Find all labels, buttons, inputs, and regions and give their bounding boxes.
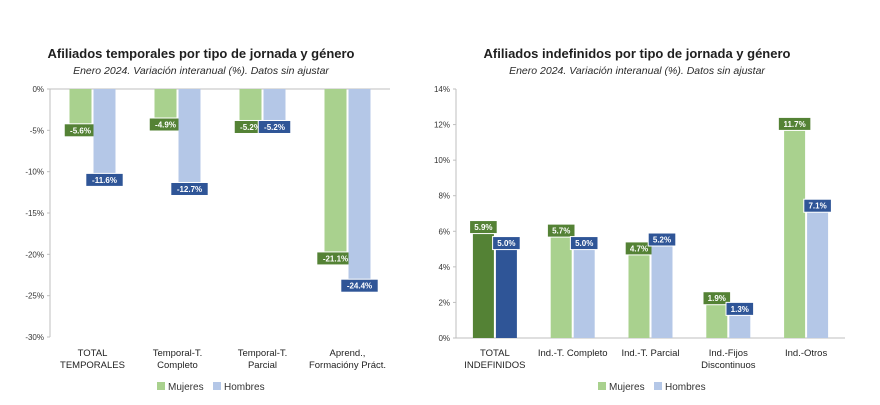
category-label: Formacióny Práct. (309, 360, 386, 371)
data-label-box (803, 198, 832, 213)
data-label-box (777, 116, 812, 131)
y-tick-label: 0% (32, 85, 44, 94)
data-label: 5.0% (497, 239, 515, 248)
bar-hombres (348, 89, 371, 291)
legend-label-hombres: Hombres (224, 382, 265, 393)
data-label: -4.9% (155, 121, 176, 130)
category-label: Parcial (248, 360, 277, 371)
data-label: -5.2% (264, 123, 285, 132)
category-label: TEMPORALES (60, 360, 125, 371)
x-axis-categories: TOTALTEMPORALESTemporal-T.CompletoTempor… (60, 348, 386, 371)
data-label: -11.6% (92, 176, 117, 185)
chart-indefinidos: Afiliados indefinidos por tipo de jornad… (434, 46, 845, 393)
category-label: Temporal-T. (238, 348, 288, 359)
category-label: INDEFINIDOS (464, 360, 525, 371)
y-axis: 0% 2% 4% 6% 8% 10% 12% 14% (434, 85, 845, 343)
chart-title: Afiliados indefinidos por tipo de jornad… (484, 46, 791, 61)
category-label: Discontinuos (701, 360, 756, 371)
data-label: 5.7% (552, 227, 570, 236)
y-tick-label: 6% (438, 227, 450, 236)
bar-mujeres (472, 233, 494, 338)
bar-mujeres (628, 254, 650, 338)
legend-label-mujeres: Mujeres (168, 382, 204, 393)
legend: Mujeres Hombres (598, 382, 706, 393)
category-label: Ind.-T. Completo (538, 348, 608, 359)
chart-subtitle: Enero 2024. Variación interanual (%). Da… (509, 65, 765, 77)
legend-swatch-hombres (654, 382, 662, 390)
bar-hombres (807, 211, 829, 338)
data-label: 1.9% (708, 294, 726, 303)
bar-hombres (573, 249, 595, 338)
data-label-box (702, 291, 732, 306)
data-label: 4.7% (630, 244, 648, 253)
legend-swatch-mujeres (157, 382, 165, 390)
data-label: -12.7% (177, 185, 202, 194)
data-label: -24.4% (347, 282, 372, 291)
category-label: Temporal-T. (153, 348, 203, 359)
bars: 5.9% 5.0% 5.7% 5.0% 4.7% 5.2% 1.9% 1.3% 11.7% 7.1… (469, 116, 832, 338)
data-label: 5.9% (474, 223, 492, 232)
category-label: Ind.-Otros (785, 348, 827, 359)
y-tick-label: 4% (438, 263, 450, 272)
bar-hombres (651, 245, 673, 338)
bar-hombres (93, 89, 116, 185)
chart-temporales: Afiliados temporales por tipo de jornada… (25, 46, 390, 393)
category-label: Aprend., (330, 348, 366, 359)
y-tick-label: 8% (438, 192, 450, 201)
data-label-box (492, 236, 521, 251)
y-tick-label: 2% (438, 298, 450, 307)
bars: -5.6% -11.6% -4.9% -12.7% -5.2% -5.2% -21.1% -2… (63, 89, 379, 293)
chart-title: Afiliados temporales por tipo de jornada… (48, 46, 355, 61)
chart-subtitle: Enero 2024. Variación interanual (%). Da… (73, 65, 329, 77)
data-label-box (569, 236, 599, 251)
bar-mujeres (706, 304, 728, 338)
legend-swatch-hombres (213, 382, 221, 390)
data-label: 1.3% (731, 305, 749, 314)
data-label: 5.2% (653, 236, 671, 245)
data-label-box (647, 232, 677, 247)
data-label: -21.1% (323, 254, 348, 263)
y-tick-label: -20% (25, 250, 44, 259)
data-label: -5.2% (240, 123, 261, 132)
category-label: TOTAL (480, 348, 510, 359)
bar-mujeres (324, 89, 347, 264)
category-label: TOTAL (78, 348, 108, 359)
y-tick-label: 12% (434, 121, 450, 130)
legend-label-mujeres: Mujeres (609, 382, 645, 393)
data-label-box (170, 181, 209, 196)
category-label: Completo (157, 360, 198, 371)
y-tick-label: 14% (434, 85, 450, 94)
y-tick-label: 10% (434, 156, 450, 165)
y-tick-label: 0% (438, 334, 450, 343)
y-tick-label: -10% (25, 168, 44, 177)
data-label-box (257, 119, 292, 134)
data-label: 5.0% (575, 239, 593, 248)
category-label: Ind.-Fijos (709, 348, 748, 359)
y-tick-label: -15% (25, 209, 44, 218)
bar-mujeres (784, 129, 806, 338)
category-label: Ind.-T. Parcial (621, 348, 679, 359)
bar-hombres (495, 249, 517, 338)
y-tick-label: -30% (25, 333, 44, 342)
data-label-box (340, 278, 379, 293)
y-tick-label: -5% (30, 126, 44, 135)
legend-swatch-mujeres (598, 382, 606, 390)
data-label: -5.6% (70, 126, 91, 135)
legend-label-hombres: Hombres (665, 382, 706, 393)
bar-mujeres (550, 236, 572, 338)
y-tick-label: -25% (25, 292, 44, 301)
bar-hombres (729, 314, 751, 338)
data-label-box (725, 301, 755, 316)
data-label-box (546, 223, 576, 238)
legend: Mujeres Hombres (157, 382, 265, 393)
bar-hombres (178, 89, 201, 194)
data-label-box (469, 220, 498, 235)
data-label: 7.1% (808, 202, 826, 211)
data-label-box (85, 172, 124, 187)
data-label: 11.7% (783, 120, 805, 129)
